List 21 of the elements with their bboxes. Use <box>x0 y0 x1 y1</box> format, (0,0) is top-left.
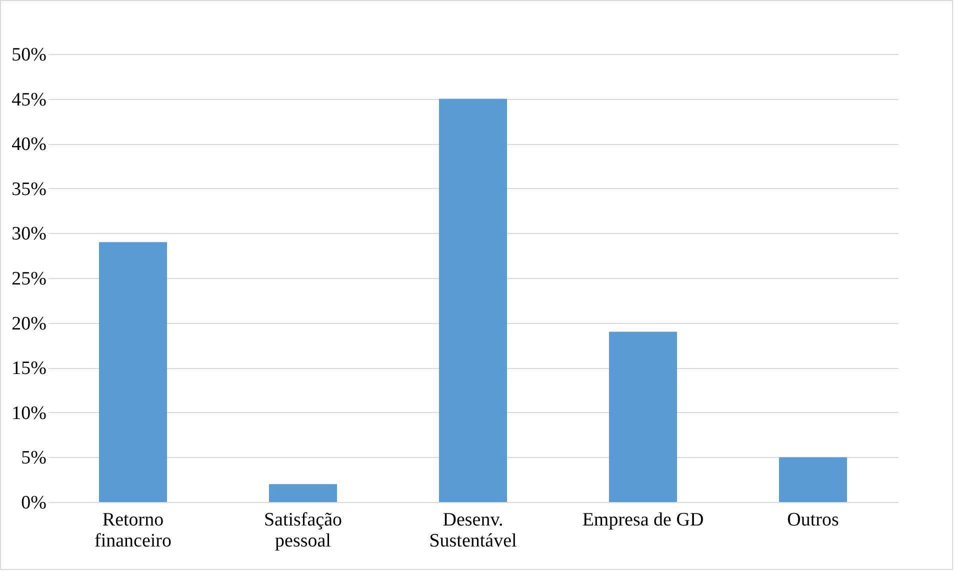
x-tick-label: Desenv. Sustentável <box>429 510 517 552</box>
y-tick-label: 30% <box>12 224 47 245</box>
x-tick-label: Retorno financeiro <box>94 510 172 552</box>
bar <box>779 457 847 502</box>
y-tick-label: 25% <box>12 268 47 290</box>
y-tick-label: 35% <box>12 178 47 200</box>
y-tick-label: 40% <box>12 134 47 156</box>
y-tick-label: 50% <box>12 44 47 66</box>
x-tick-label: Outros <box>787 510 839 530</box>
y-tick-label: 15% <box>12 358 47 380</box>
y-tick-label: 10% <box>12 402 47 424</box>
bar <box>609 332 677 502</box>
bar <box>439 98 507 502</box>
x-tick-label: Empresa de GD <box>582 510 704 530</box>
y-tick-label: 45% <box>12 89 47 110</box>
bar <box>269 484 337 502</box>
y-tick-label: 0% <box>21 492 47 514</box>
y-tick-label: 5% <box>21 448 47 469</box>
bar <box>99 242 167 502</box>
x-tick-label: Satisfação pessoal <box>264 510 342 552</box>
y-tick-label: 20% <box>12 313 47 334</box>
